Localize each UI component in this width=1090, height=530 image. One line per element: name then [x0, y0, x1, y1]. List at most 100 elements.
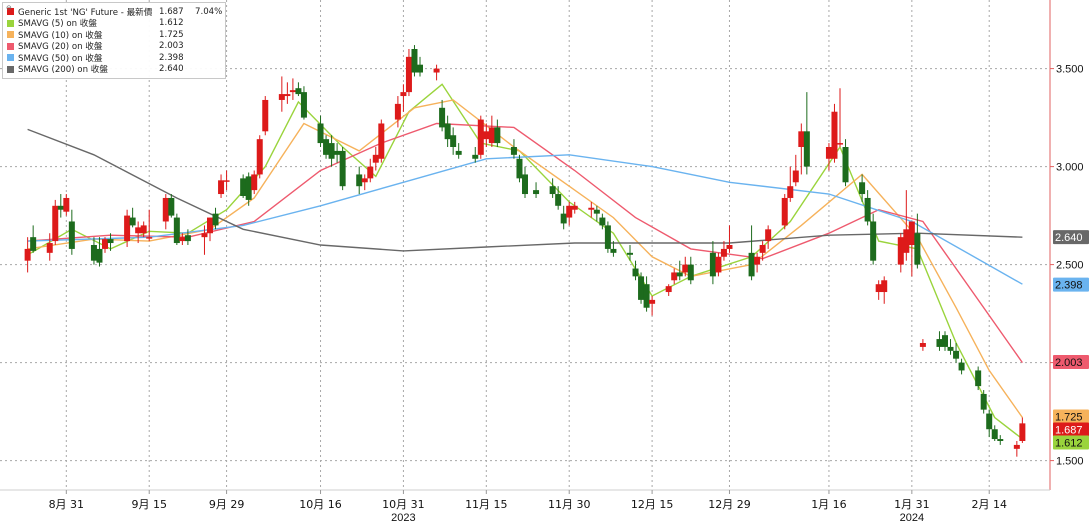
candle-body — [588, 207, 595, 210]
candle-body — [709, 252, 716, 277]
legend-item-value: 1.612 — [159, 18, 184, 29]
candle-body — [953, 350, 960, 359]
legend-item[interactable]: Generic 1st 'NG' Future - 最新價 1.687 7.04% — [7, 6, 222, 18]
legend-item-value: 1.725 — [159, 29, 184, 40]
candle — [256, 135, 263, 179]
candle-body — [914, 233, 921, 265]
legend-item-label: Generic 1st 'NG' Future - 最新價 — [18, 7, 153, 18]
y-tick-label: 2.500 — [1056, 260, 1084, 272]
x-year-label: 2024 — [900, 512, 924, 524]
candle — [936, 331, 943, 351]
candle — [958, 358, 965, 375]
candle-body — [986, 413, 993, 430]
candle — [859, 174, 866, 202]
candle-body — [90, 245, 97, 261]
candle — [997, 435, 1004, 445]
legend-item-label: SMAVG (200) on 收盤 — [18, 65, 108, 76]
candle — [488, 115, 495, 147]
candle-body — [604, 225, 611, 249]
candle-body — [665, 286, 672, 293]
candle-body — [378, 123, 385, 159]
candle-body — [947, 346, 954, 351]
candle — [68, 209, 75, 255]
candle — [643, 276, 650, 312]
candle — [638, 272, 645, 304]
candle — [212, 207, 219, 230]
candle-body — [30, 237, 37, 251]
candle-body — [317, 123, 324, 144]
candle-body — [405, 56, 412, 93]
candle-body — [367, 166, 374, 179]
candle — [433, 64, 440, 81]
candle-body — [262, 99, 269, 132]
candle — [781, 194, 788, 230]
axis-value-tag: 2.398 — [1053, 277, 1089, 292]
candle — [715, 252, 722, 277]
candle — [455, 143, 462, 159]
legend-collapse-icon[interactable]: ⊖ — [6, 4, 12, 12]
candle — [146, 209, 153, 242]
candle-body — [372, 154, 379, 163]
candle-body — [494, 127, 501, 144]
candle — [477, 115, 484, 159]
candle-body — [207, 217, 213, 234]
candle — [90, 237, 97, 265]
candle-body — [168, 197, 175, 216]
candle-body — [450, 135, 457, 147]
candle-body — [897, 237, 904, 265]
candle-body — [146, 237, 153, 239]
candle-body — [323, 139, 330, 155]
candle-body — [278, 94, 285, 100]
candle — [405, 49, 412, 97]
x-tick-label: 2月 14 — [971, 498, 1007, 511]
axis-value-tag: 1.687 — [1053, 422, 1089, 437]
candle — [317, 115, 324, 147]
x-tick-label: 9月 15 — [131, 498, 167, 511]
candle-body — [477, 119, 484, 155]
legend-item[interactable]: SMAVG (200) on 收盤 2.640 — [7, 64, 221, 76]
candle-body — [798, 131, 805, 147]
candle-body — [571, 205, 578, 210]
candle — [218, 174, 225, 198]
candle — [96, 237, 103, 267]
candle-body — [52, 205, 59, 242]
candle — [52, 199, 59, 245]
candle-body — [57, 205, 64, 210]
candle-body — [875, 284, 882, 293]
legend-item[interactable]: SMAVG (20) on 收盤 2.003 — [7, 41, 221, 52]
candle-body — [593, 209, 600, 214]
axis-value-tag: 1.612 — [1053, 435, 1089, 450]
candle-body — [251, 174, 258, 191]
candle-body — [1013, 444, 1020, 449]
candle — [367, 158, 374, 183]
candle — [627, 245, 633, 261]
candle-body — [256, 139, 263, 175]
candle — [919, 339, 926, 351]
candle-body — [549, 186, 556, 195]
candle-body — [245, 176, 252, 200]
candle-body — [522, 174, 528, 195]
candle — [604, 221, 611, 253]
series-line-smavg-50-on- — [27, 154, 1023, 285]
candle-body — [792, 170, 799, 183]
candle-body — [671, 272, 678, 281]
legend-item[interactable]: SMAVG (5) on 收盤 1.612 — [7, 18, 221, 29]
x-tick-label: 1月 31 — [894, 498, 930, 511]
candle — [372, 147, 379, 171]
candle-body — [676, 272, 683, 277]
candle — [571, 201, 578, 214]
candle — [483, 123, 490, 147]
axis-tag-bg — [1053, 230, 1089, 245]
candle — [649, 295, 656, 316]
candle — [671, 268, 678, 285]
legend-item[interactable]: SMAVG (50) on 收盤 2.398 — [7, 52, 221, 64]
candle-body — [726, 245, 733, 249]
legend-item[interactable]: SMAVG (10) on 收盤 1.725 — [7, 29, 221, 41]
candle-body — [881, 280, 888, 293]
candle — [798, 123, 805, 175]
candle-body — [212, 213, 219, 226]
candle-body — [687, 264, 694, 281]
candle — [124, 209, 131, 247]
candle — [494, 119, 501, 147]
candle — [599, 213, 606, 230]
